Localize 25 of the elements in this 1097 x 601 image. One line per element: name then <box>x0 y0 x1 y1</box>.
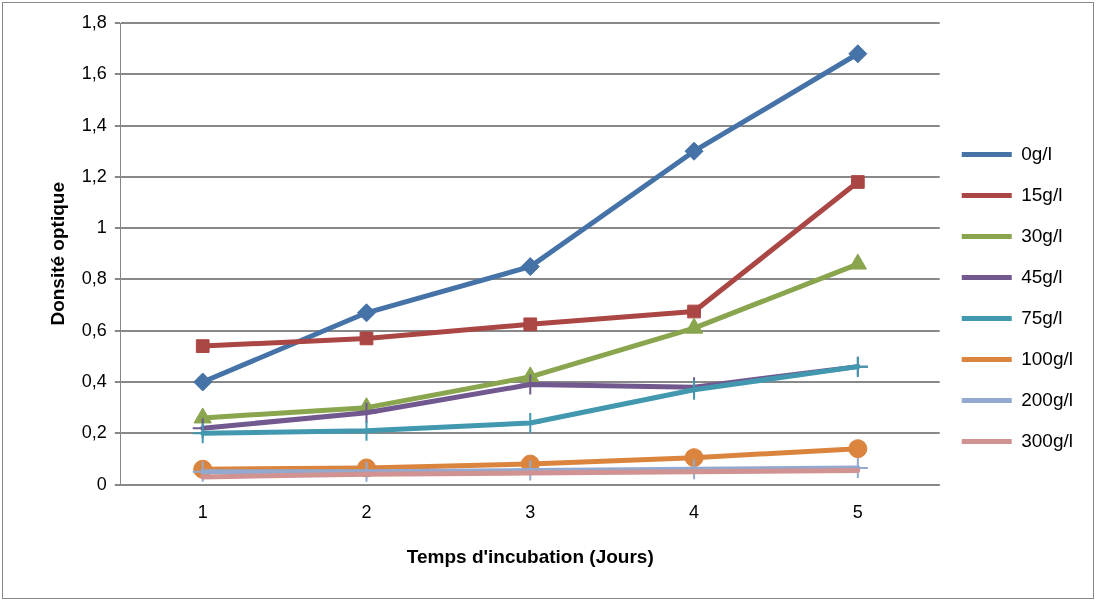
y-axis-title: Donsité optique <box>46 182 68 326</box>
y-tick-label: 1,6 <box>81 63 107 84</box>
legend-label: 75g/l <box>1021 306 1063 328</box>
y-tick-label: 1 <box>96 217 107 238</box>
legend-label: 15g/l <box>1021 183 1063 205</box>
legend-label: 30g/l <box>1021 224 1063 246</box>
y-tick-label: 1,8 <box>81 11 107 32</box>
y-tick-label: 0,2 <box>81 422 107 443</box>
x-tick-label: 5 <box>852 502 863 523</box>
y-tick-label: 0,4 <box>81 370 107 391</box>
legend-label: 300g/l <box>1021 429 1074 451</box>
x-tick-label: 3 <box>525 502 536 523</box>
legend-label: 0g/l <box>1021 142 1052 164</box>
x-axis-title: Temps d'incubation (Jours) <box>406 545 654 567</box>
x-tick-label: 4 <box>689 502 700 523</box>
x-tick-label: 2 <box>361 502 372 523</box>
legend-label: 100g/l <box>1021 347 1074 369</box>
y-tick-label: 1,4 <box>81 114 107 135</box>
y-tick-label: 0 <box>96 473 107 494</box>
legend-label: 200g/l <box>1021 388 1074 410</box>
y-tick-label: 0,8 <box>81 268 107 289</box>
x-tick-label: 1 <box>197 502 208 523</box>
legend-label: 45g/l <box>1021 265 1063 287</box>
y-tick-label: 1,2 <box>81 165 107 186</box>
y-tick-label: 0,6 <box>81 319 107 340</box>
